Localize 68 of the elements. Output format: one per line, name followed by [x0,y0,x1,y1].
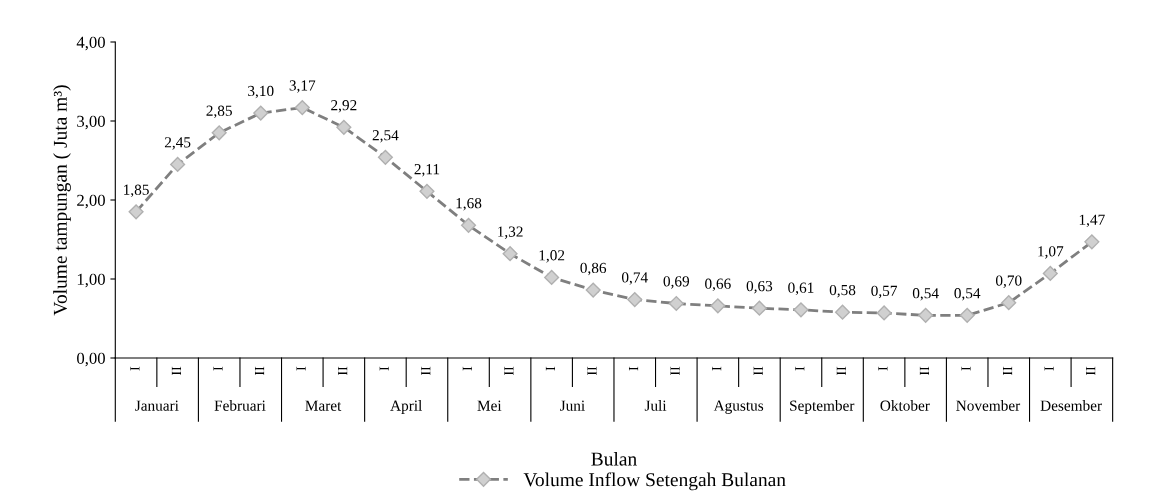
x-tick-label: I [296,366,306,371]
x-tick-label: I [379,366,389,371]
data-label: 0,63 [746,280,773,294]
text: Juli [644,400,667,411]
data-label: 0,74 [621,272,648,285]
x-tick-label: II [338,366,348,376]
x-tick-label: II [504,366,514,376]
data-label: 1,02 [539,250,565,263]
text: November [956,400,1021,411]
text: Agustus [713,400,764,414]
data-label: 0,70 [995,275,1022,288]
legend-label: Volume Inflow Setengah Bulanan [523,472,786,491]
x-tick-label: I [629,366,639,371]
x-tick-label: I [961,366,971,371]
data-label: 0,54 [954,288,981,301]
data-label: 3,17 [289,80,316,93]
x-tick-label: II [421,366,431,376]
y-tick-label: 0,00 [77,352,105,367]
text: Juni [560,400,585,411]
text: Desember [1040,400,1102,411]
data-label: 0,57 [871,285,898,299]
x-tick-label: I [130,366,140,371]
data-label: 0,61 [788,282,814,296]
x-tick-label: II [1003,366,1013,376]
data-label: 0,86 [580,262,607,276]
x-tick-label: I [878,366,888,371]
y-tick-label: 1,00 [77,273,105,288]
data-label: 1,85 [124,184,149,198]
x-tick-label: I [462,366,472,371]
y-tick-label: 2,00 [77,194,105,209]
data-label: 0,58 [829,284,856,298]
y-tick-label: 4,00 [76,36,105,51]
data-label: 2,85 [206,105,232,119]
x-tick-label: II [171,366,181,376]
data-label: 0,66 [705,278,731,292]
x-tick-label: I [545,366,555,371]
x-tick-label: II [1086,366,1096,376]
data-label: 2,54 [372,130,399,143]
text: Februari [214,400,266,411]
data-label: 1,32 [498,226,523,239]
data-label: 2,45 [164,137,191,150]
x-axis-title: Bulan [591,451,637,466]
data-label: 2,92 [331,100,357,113]
x-tick-label: II [836,366,846,376]
x-tick-label: II [670,366,680,376]
x-tick-label: I [712,366,722,371]
y-axis-title: Volume tampungan ( Juta m³) [53,85,71,316]
x-tick-label: II [919,366,929,376]
text: September [790,400,855,414]
x-tick-label: II [587,366,597,376]
text: Januari [135,400,179,411]
data-label: 3,10 [248,85,274,99]
x-tick-label: I [1044,366,1054,371]
text: Mei [477,400,502,411]
data-label: 1,07 [1038,246,1064,259]
y-tick-label: 3,00 [77,115,105,130]
x-tick-label: II [254,366,265,376]
text: April [390,400,423,414]
x-tick-label: I [213,366,223,371]
x-tick-label: II [753,366,763,376]
data-label: 1,68 [456,197,482,211]
text: Oktober [880,400,930,411]
data-label: 0,54 [912,288,939,301]
text: Maret [305,400,342,411]
data-label: 1,47 [1079,214,1105,228]
x-tick-label: I [795,366,805,371]
data-label: 2,11 [414,164,440,177]
data-label: 0,69 [663,276,690,289]
